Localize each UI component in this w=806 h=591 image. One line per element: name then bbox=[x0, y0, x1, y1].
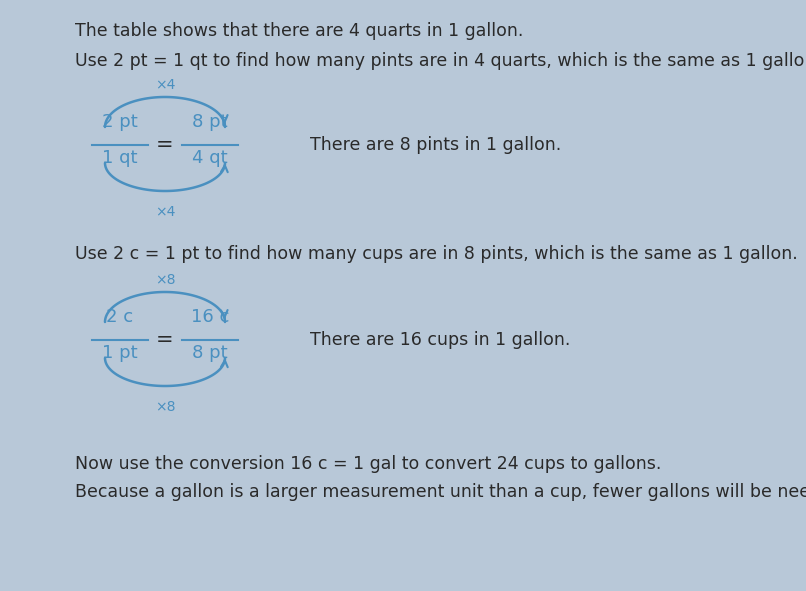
Text: 8 pt: 8 pt bbox=[192, 344, 228, 362]
Text: Use 2 pt = 1 qt to find how many pints are in 4 quarts, which is the same as 1 g: Use 2 pt = 1 qt to find how many pints a… bbox=[75, 52, 804, 70]
Text: ×4: ×4 bbox=[155, 78, 175, 92]
Text: =: = bbox=[156, 135, 174, 155]
Text: ×8: ×8 bbox=[155, 273, 175, 287]
Text: Now use the conversion 16 c = 1 gal to convert 24 cups to gallons.: Now use the conversion 16 c = 1 gal to c… bbox=[75, 455, 662, 473]
Text: 1 pt: 1 pt bbox=[102, 344, 138, 362]
Text: 2 c: 2 c bbox=[106, 308, 134, 326]
Text: 16 c: 16 c bbox=[191, 308, 229, 326]
Text: 2 pt: 2 pt bbox=[102, 113, 138, 131]
Text: There are 8 pints in 1 gallon.: There are 8 pints in 1 gallon. bbox=[310, 136, 561, 154]
Text: =: = bbox=[156, 330, 174, 350]
Text: ×8: ×8 bbox=[155, 400, 175, 414]
Text: 1 qt: 1 qt bbox=[102, 149, 138, 167]
Text: Use 2 c = 1 pt to find how many cups are in 8 pints, which is the same as 1 gall: Use 2 c = 1 pt to find how many cups are… bbox=[75, 245, 798, 263]
Text: ×4: ×4 bbox=[155, 205, 175, 219]
Text: Because a gallon is a larger measurement unit than a cup, fewer gallons will be : Because a gallon is a larger measurement… bbox=[75, 483, 806, 501]
Text: 8 pt: 8 pt bbox=[192, 113, 228, 131]
Text: 4 qt: 4 qt bbox=[192, 149, 228, 167]
Text: There are 16 cups in 1 gallon.: There are 16 cups in 1 gallon. bbox=[310, 331, 571, 349]
Text: The table shows that there are 4 quarts in 1 gallon.: The table shows that there are 4 quarts … bbox=[75, 22, 523, 40]
